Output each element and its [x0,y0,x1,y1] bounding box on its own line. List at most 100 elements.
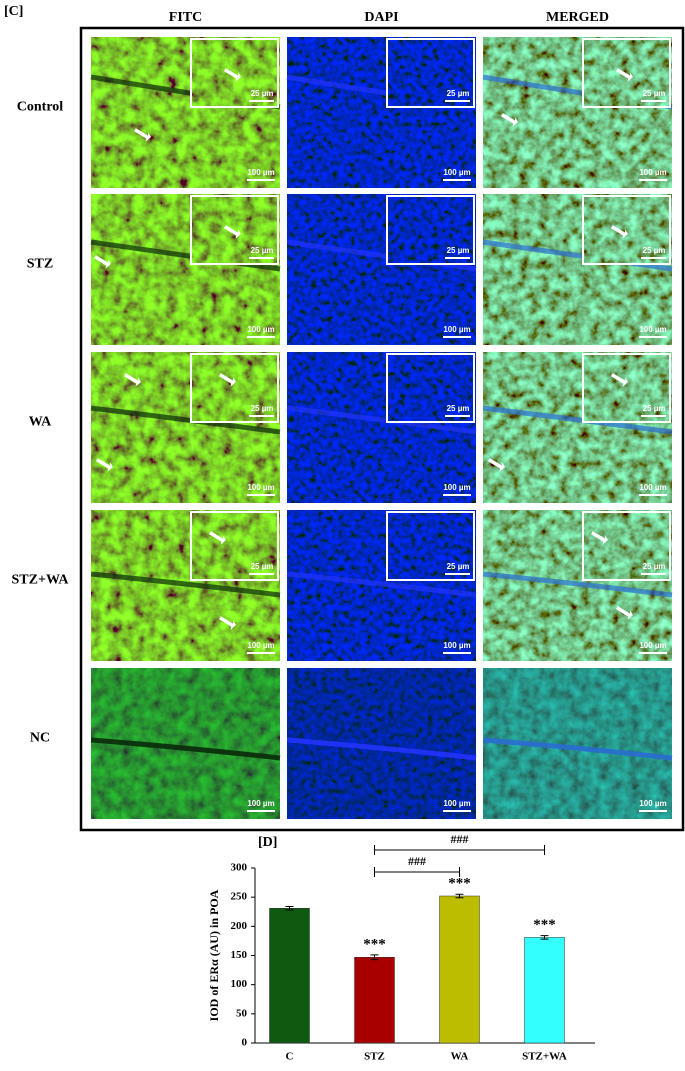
y-tick-label: 300 [231,862,248,874]
error-bar [540,935,549,940]
arrow [95,458,113,472]
scale-label: 100 µm [639,483,666,492]
scale-label: 25 µm [447,404,470,413]
tissue-streak [482,239,673,272]
tissue-streak [90,571,281,598]
tissue-streak [286,239,477,272]
x-tick-label: STZ [364,1051,385,1063]
panel-label: [C] [4,4,23,19]
scale-label: 25 µm [447,89,470,98]
scale-label: 25 µm [251,562,274,571]
row-label: WA [29,415,52,430]
y-tick-label: 0 [242,1037,248,1049]
scale-label: 100 µm [247,483,274,492]
arrow [223,225,241,239]
arrow [610,225,628,239]
arrow [218,373,236,387]
x-tick-label: C [286,1051,294,1063]
inset-border [386,195,475,265]
inset [582,195,671,265]
panel-frame [79,26,685,832]
comparison-label: ### [451,832,469,846]
comparison-bracket [374,867,460,877]
inset [386,511,475,581]
tissue-streak [286,571,477,598]
arrow [610,373,628,387]
scale-label: 25 µm [447,246,470,255]
arrow [590,531,608,545]
y-tick-label: 50 [236,1007,248,1019]
comparison-bracket [374,845,545,855]
tissue-streak [482,737,673,761]
significance: *** [363,936,386,952]
panel-label: [D] [258,835,277,850]
arrow [500,113,518,127]
inset-border [386,38,475,108]
row-label: Control [17,100,64,115]
y-tick-label: 250 [231,891,248,903]
image-grid: FITC DAPI MERGED Control 25 µm 100 µm 25 µm 100… [12,10,673,819]
significance: *** [448,876,471,892]
scale-label: 100 µm [247,641,274,650]
inset-border [386,511,475,581]
inset-border [190,38,279,108]
error-bar [370,954,379,961]
scale-label: 25 µm [251,404,274,413]
x-tick-label: STZ+WA [522,1051,567,1063]
inset-border [582,195,671,265]
bar-chart: [D] IOD of ERα (AU) in POA 0 50 100 150 200 250… [207,832,595,1063]
tissue-streak [90,239,281,272]
scale-label: 100 µm [639,168,666,177]
tissue-streak [482,571,673,598]
column-header: MERGED [546,10,609,25]
row-label: STZ [27,257,53,272]
scale-label: 25 µm [643,562,666,571]
inset [190,38,279,108]
scale-label: 100 µm [443,483,470,492]
y-tick-label: 200 [231,920,248,932]
scale-label: 25 µm [251,89,274,98]
scale-label: 25 µm [643,404,666,413]
scale-label: 100 µm [247,799,274,808]
scale-label: 25 µm [447,562,470,571]
bar [524,937,565,1044]
tissue-streak [90,737,281,761]
inset-border [386,353,475,423]
tissue-streak [482,405,673,435]
y-tick-label: 100 [231,978,248,990]
inset-border [582,353,671,423]
inset-border [190,195,279,265]
scale-label: 25 µm [643,89,666,98]
tissue-streak [286,405,477,435]
significance: *** [533,917,556,933]
error-bar [455,893,464,899]
inset-border [190,353,279,423]
arrow [123,373,141,387]
scale-label: 100 µm [639,325,666,334]
y-tick-label: 150 [231,949,248,961]
arrow [223,68,241,82]
arrow [218,616,236,630]
inset-border [190,511,279,581]
inset [386,353,475,423]
tissue-streak [286,737,477,761]
comparison-label: ### [408,854,426,868]
column-header: DAPI [364,10,398,25]
scale-label: 100 µm [443,799,470,808]
y-axis-label: IOD of ERα (AU) in POA [207,889,221,1021]
bar [354,957,395,1044]
arrow [615,606,633,620]
x-tick-label: WA [451,1051,469,1063]
scale-label: 100 µm [639,641,666,650]
scale-label: 100 µm [443,325,470,334]
tissue-streak [90,405,281,435]
bar [439,895,480,1044]
scale-label: 100 µm [639,799,666,808]
arrow [615,68,633,82]
inset [582,38,671,108]
scale-label: 25 µm [251,246,274,255]
arrow [93,255,111,269]
inset-border [582,511,671,581]
scale-label: 100 µm [443,168,470,177]
